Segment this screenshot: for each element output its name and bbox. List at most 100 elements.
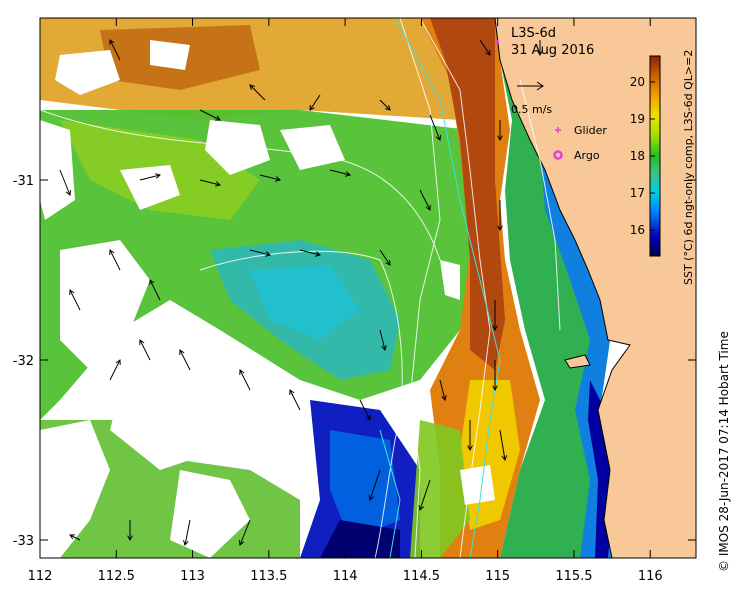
current-vector-head — [115, 359, 121, 366]
current-vector-head — [289, 389, 295, 396]
x-tick-label: 116 — [638, 569, 663, 584]
current-vector-head — [249, 84, 255, 90]
colorbar-tick-label: 18 — [630, 149, 645, 163]
current-vector — [499, 429, 506, 461]
current-vector-head — [183, 540, 189, 547]
map-date: 31 Aug 2016 — [511, 43, 594, 58]
map-plot-area — [40, 18, 696, 558]
glider-legend-label: Glider — [574, 124, 607, 137]
y-tick-label: -33 — [13, 534, 34, 549]
current-vector-head — [265, 251, 272, 257]
current-vector-head — [368, 494, 375, 501]
current-vector — [109, 39, 121, 61]
current-vector-head — [425, 204, 431, 211]
current-vector — [329, 169, 351, 176]
current-vector — [369, 469, 381, 501]
current-vector-head — [418, 504, 425, 511]
current-vector — [249, 84, 266, 101]
current-vector — [109, 359, 121, 381]
current-vector-head — [309, 104, 315, 111]
current-vector-head — [215, 181, 222, 187]
x-tick-label: 113 — [180, 569, 205, 584]
current-vector-head — [492, 325, 498, 332]
colorbar-tick-label: 17 — [630, 186, 645, 200]
current-vector-head — [69, 534, 76, 540]
current-vector-head — [381, 345, 387, 352]
current-vector — [239, 369, 251, 391]
x-axis: 112 112.5 113 113.5 114 114.5 115 115.5 116 — [28, 18, 663, 584]
current-vector-head — [492, 385, 498, 392]
current-vector — [419, 479, 431, 511]
current-vector — [259, 174, 281, 181]
y-tick-label: -31 — [13, 174, 34, 189]
scale-arrow — [517, 81, 544, 91]
current-vector-head — [275, 176, 282, 182]
current-vector — [139, 339, 151, 361]
shelf-contour — [379, 18, 501, 558]
current-vector — [59, 169, 71, 196]
current-vector — [249, 249, 271, 256]
y-tick-label: -32 — [13, 354, 34, 369]
colorbar-ticks: 16 17 18 19 20 — [630, 75, 655, 237]
current-vector — [149, 279, 161, 301]
x-tick-label: 114.5 — [403, 569, 440, 584]
current-vector — [379, 99, 391, 111]
cloud-gaps — [40, 40, 495, 558]
credit-text: © IMOS 28-Jun-2017 07:14 Hobart Time — [717, 331, 731, 572]
plot-frame — [39, 17, 697, 559]
current-vector-head — [501, 455, 508, 462]
glider-legend-marker — [555, 127, 561, 133]
colorbar-tick-label: 19 — [630, 112, 645, 126]
current-vector — [179, 349, 191, 371]
current-vector-head — [238, 539, 245, 546]
current-vector-head — [385, 259, 391, 266]
y-axis: -31 -32 -33 — [13, 174, 696, 549]
colorbar: 16 17 18 19 20 SST (°C) 6d ngt-only comp, L3… — [630, 50, 695, 285]
current-vector-head — [214, 115, 221, 121]
x-tick-label: 112 — [28, 569, 53, 584]
current-vector-head — [239, 369, 245, 376]
current-vector-head — [315, 251, 322, 257]
colorbar-title: SST (°C) 6d ngt-only comp, L3S-6d QL>=2 — [682, 50, 695, 285]
map-title: L3S-6d — [511, 26, 556, 41]
glider-markers — [495, 40, 499, 44]
current-vector — [309, 94, 321, 111]
legend: Glider Argo — [553, 124, 607, 162]
coastal-island — [564, 354, 591, 369]
current-vector — [199, 179, 221, 186]
current-vector-head — [127, 535, 133, 542]
current-vector-head — [65, 189, 72, 196]
current-vector-head — [69, 289, 75, 296]
current-vector — [239, 519, 251, 546]
current-vector-head — [365, 414, 371, 421]
current-vector-head — [149, 279, 155, 286]
x-tick-label: 113.5 — [250, 569, 287, 584]
current-vector — [289, 389, 301, 411]
current-vector — [429, 114, 441, 141]
current-vector-head — [497, 225, 503, 232]
current-vector-head — [109, 249, 115, 256]
current-vector — [109, 249, 121, 271]
current-vector-head — [485, 49, 491, 56]
current-vectors — [59, 39, 543, 547]
current-vector-head — [441, 395, 447, 402]
argo-legend-marker — [553, 150, 563, 160]
current-vector — [69, 534, 81, 541]
x-tick-label: 115 — [485, 569, 510, 584]
bathymetry-contours — [40, 18, 561, 558]
current-vector — [479, 39, 491, 56]
current-vector — [439, 379, 446, 401]
x-tick-label: 115.5 — [555, 569, 592, 584]
current-vector-head — [537, 50, 543, 57]
scale-arrow-label: 0.5 m/s — [511, 103, 552, 116]
current-vector — [199, 109, 221, 121]
x-tick-label: 114 — [333, 569, 358, 584]
current-vector — [419, 189, 431, 211]
current-vector — [69, 289, 81, 311]
land-mass — [494, 18, 696, 558]
current-vector-head — [109, 39, 115, 46]
current-vector-head — [345, 171, 352, 177]
current-vector-head — [497, 135, 503, 142]
current-vector — [139, 174, 161, 181]
